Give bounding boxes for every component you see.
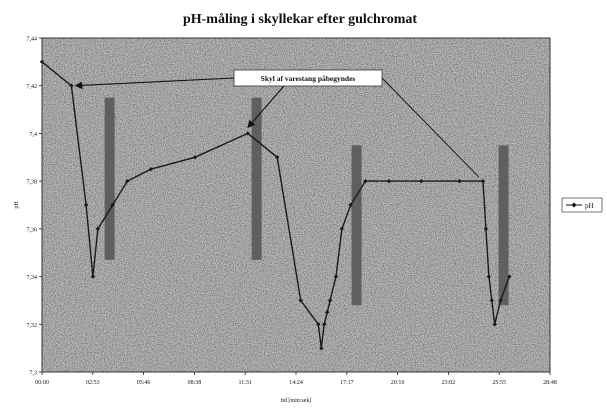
data-point: [192, 155, 198, 160]
data-point: [316, 322, 321, 327]
x-tick-label: 08:38: [188, 380, 202, 386]
data-point: [83, 202, 89, 208]
x-tick-label: 23:02: [442, 380, 456, 386]
data-point: [457, 178, 462, 184]
annotation-leader-line: [381, 77, 480, 178]
shaded-bar: [104, 97, 115, 260]
shaded-bars: [104, 97, 509, 306]
y-tick-label: 7,4: [30, 132, 38, 138]
data-point: [492, 322, 497, 327]
chart-title: pH-måling i skyllekar efter gulchromat: [183, 12, 417, 27]
data-point: [333, 274, 339, 279]
annotation-arrow: [74, 77, 235, 90]
x-tick-label: 28:48: [543, 380, 557, 386]
x-tick-label: 20:10: [391, 380, 405, 386]
data-point: [363, 178, 368, 184]
shaded-bar: [251, 97, 262, 260]
data-point: [507, 274, 512, 279]
x-axis-label: tid [min:sek]: [281, 398, 312, 404]
x-tick-label: 25:55: [492, 380, 506, 386]
data-point: [69, 83, 74, 88]
y-tick-label: 7,42: [27, 84, 38, 90]
annotation-group: Skyl af varestang påbegyndes: [74, 69, 480, 178]
legend: pH: [561, 197, 603, 213]
data-point: [298, 298, 303, 303]
data-point: [95, 226, 101, 232]
data-point: [486, 274, 492, 279]
shaded-bar: [351, 145, 362, 306]
data-point: [348, 202, 353, 208]
data-point: [319, 345, 324, 351]
x-tick-label: 11:31: [238, 380, 251, 386]
y-tick-label: 7,44: [27, 37, 38, 43]
data-point: [339, 226, 345, 232]
y-tick-label: 7,38: [27, 180, 38, 186]
y-tick-label: 7,34: [27, 275, 38, 281]
data-point: [324, 310, 330, 315]
data-point: [39, 59, 45, 65]
annotation-arrow: [247, 85, 285, 129]
annotation-text: Skyl af varestang påbegyndes: [261, 74, 356, 83]
x-tick-label: 02:53: [86, 380, 100, 386]
plot-area: [41, 37, 551, 373]
y-tick-label: 7,32: [27, 323, 38, 329]
data-point: [498, 298, 503, 303]
data-point: [148, 167, 153, 172]
data-point: [274, 155, 280, 160]
x-tick-label: 05:46: [137, 380, 151, 386]
x-tick-label: 00:00: [35, 380, 49, 386]
data-point: [419, 178, 424, 184]
annotation-box: [233, 69, 383, 87]
data-point: [483, 226, 489, 232]
series-lines: [39, 59, 512, 351]
data-point: [90, 274, 96, 279]
axes: 7,3 7,32 7,34 7,36 7,38 7,4 7,42 7,44 00:00 02:53…: [27, 37, 557, 387]
data-point: [245, 131, 250, 136]
legend-label: pH: [585, 202, 594, 210]
x-tick-label: 14:24: [289, 380, 303, 386]
data-point: [322, 322, 327, 327]
data-point: [386, 178, 392, 184]
y-tick-label: 7,3: [30, 371, 38, 377]
data-point: [327, 298, 333, 303]
y-tick-label: 7,36: [27, 227, 38, 233]
data-point: [125, 178, 130, 184]
data-point: [489, 298, 494, 303]
x-tick-label: 17:17: [340, 380, 354, 386]
data-point: [110, 202, 115, 208]
data-point: [480, 178, 486, 184]
legend-marker: [571, 202, 577, 208]
shaded-bar: [498, 145, 509, 306]
y-axis-label: pH: [14, 201, 20, 209]
